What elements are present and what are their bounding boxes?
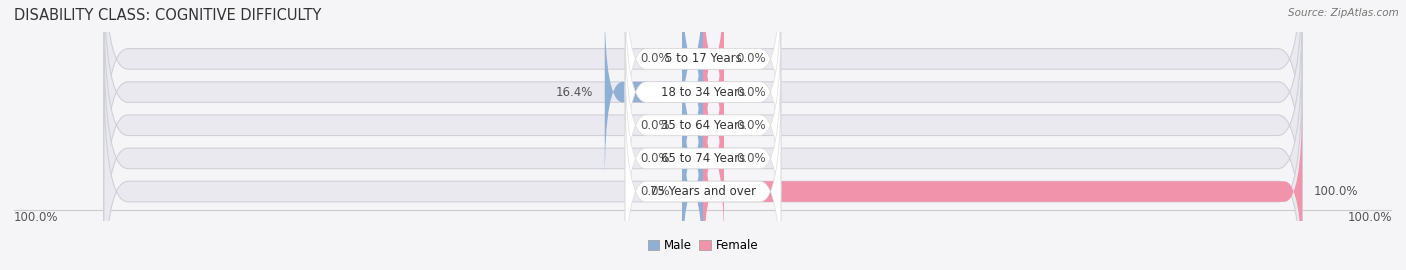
FancyBboxPatch shape: [703, 102, 1302, 270]
FancyBboxPatch shape: [104, 0, 1302, 214]
FancyBboxPatch shape: [626, 53, 780, 264]
Text: 100.0%: 100.0%: [1347, 211, 1392, 224]
Text: 0.0%: 0.0%: [735, 52, 766, 65]
Text: 100.0%: 100.0%: [14, 211, 59, 224]
FancyBboxPatch shape: [703, 0, 724, 148]
Text: 0.0%: 0.0%: [735, 152, 766, 165]
Text: 0.0%: 0.0%: [735, 86, 766, 99]
FancyBboxPatch shape: [626, 86, 780, 270]
FancyBboxPatch shape: [682, 36, 703, 214]
Text: 0.0%: 0.0%: [640, 185, 671, 198]
Legend: Male, Female: Male, Female: [643, 235, 763, 257]
Text: 18 to 34 Years: 18 to 34 Years: [661, 86, 745, 99]
Text: 0.0%: 0.0%: [640, 152, 671, 165]
FancyBboxPatch shape: [682, 102, 703, 270]
Text: Source: ZipAtlas.com: Source: ZipAtlas.com: [1288, 8, 1399, 18]
Text: 0.0%: 0.0%: [735, 119, 766, 132]
Text: 0.0%: 0.0%: [640, 52, 671, 65]
FancyBboxPatch shape: [104, 0, 1302, 181]
FancyBboxPatch shape: [682, 69, 703, 248]
FancyBboxPatch shape: [682, 0, 703, 148]
FancyBboxPatch shape: [104, 36, 1302, 270]
FancyBboxPatch shape: [626, 0, 780, 198]
FancyBboxPatch shape: [626, 0, 780, 165]
FancyBboxPatch shape: [104, 3, 1302, 248]
Text: 5 to 17 Years: 5 to 17 Years: [665, 52, 741, 65]
Text: 16.4%: 16.4%: [555, 86, 593, 99]
Text: 65 to 74 Years: 65 to 74 Years: [661, 152, 745, 165]
Text: DISABILITY CLASS: COGNITIVE DIFFICULTY: DISABILITY CLASS: COGNITIVE DIFFICULTY: [14, 8, 322, 23]
Text: 100.0%: 100.0%: [1315, 185, 1358, 198]
FancyBboxPatch shape: [703, 36, 724, 214]
FancyBboxPatch shape: [605, 3, 703, 181]
FancyBboxPatch shape: [703, 69, 724, 248]
Text: 35 to 64 Years: 35 to 64 Years: [661, 119, 745, 132]
FancyBboxPatch shape: [626, 19, 780, 231]
FancyBboxPatch shape: [104, 69, 1302, 270]
FancyBboxPatch shape: [703, 3, 724, 181]
Text: 75 Years and over: 75 Years and over: [650, 185, 756, 198]
Text: 0.0%: 0.0%: [640, 119, 671, 132]
